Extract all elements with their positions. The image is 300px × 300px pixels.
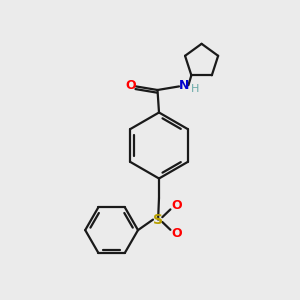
Text: O: O — [171, 227, 182, 240]
Text: O: O — [125, 79, 136, 92]
Text: N: N — [178, 79, 189, 92]
Text: S: S — [153, 213, 163, 226]
Text: O: O — [171, 199, 182, 212]
Text: H: H — [191, 83, 200, 94]
